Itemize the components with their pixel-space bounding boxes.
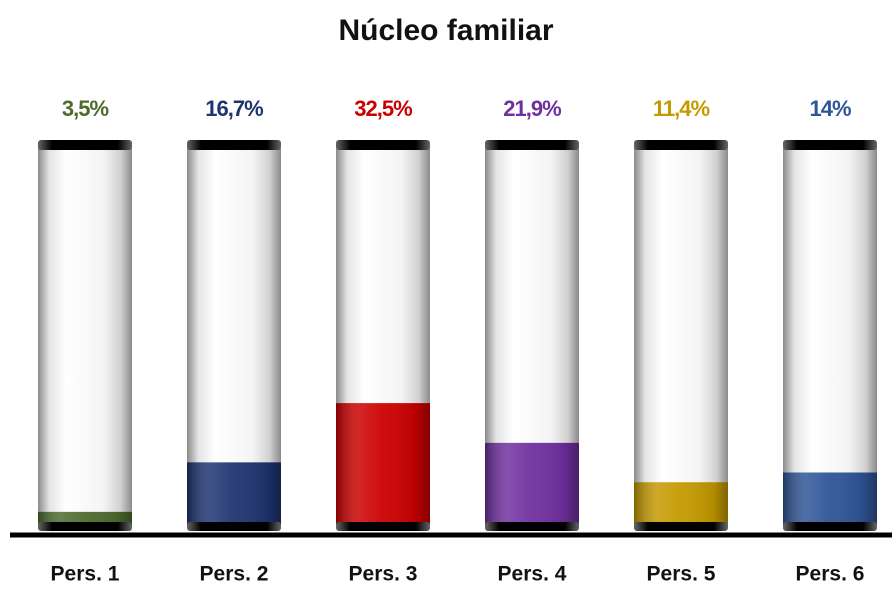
tube-cap-top bbox=[634, 140, 728, 150]
value-label: 3,5% bbox=[62, 96, 109, 121]
tube-cap-top bbox=[485, 140, 579, 150]
value-label: 21,9% bbox=[503, 96, 561, 121]
bar-gloss bbox=[38, 511, 132, 525]
tube-cap-bottom bbox=[783, 522, 877, 531]
tube bbox=[38, 142, 132, 525]
x-tick-label: Pers. 1 bbox=[51, 563, 120, 586]
tube bbox=[187, 142, 281, 525]
value-label: 14% bbox=[809, 96, 850, 121]
bar-gloss bbox=[783, 472, 877, 525]
tube-cap-bottom bbox=[634, 522, 728, 531]
x-tick-label: Pers. 6 bbox=[796, 563, 865, 586]
value-label: 11,4% bbox=[653, 96, 710, 121]
x-tick-label: Pers. 3 bbox=[349, 563, 418, 586]
value-label: 16,7% bbox=[205, 96, 263, 121]
tube-cap-bottom bbox=[336, 522, 430, 531]
tube-cap-top bbox=[783, 140, 877, 150]
tube-cap-top bbox=[38, 140, 132, 150]
bar-gloss bbox=[634, 482, 728, 525]
x-tick-label: Pers. 4 bbox=[498, 563, 567, 586]
value-label: 32,5% bbox=[354, 96, 412, 121]
x-tick-label: Pers. 2 bbox=[200, 563, 269, 586]
bar-gloss bbox=[336, 403, 430, 525]
tube-cap-bottom bbox=[187, 522, 281, 531]
tube-cap-top bbox=[336, 140, 430, 150]
tube-cap-bottom bbox=[485, 522, 579, 531]
chart-title: Núcleo familiar bbox=[338, 14, 553, 47]
bar-gloss bbox=[485, 442, 579, 525]
tube bbox=[783, 142, 877, 525]
tube-cap-top bbox=[187, 140, 281, 150]
tube-cap-bottom bbox=[38, 522, 132, 531]
bar-gloss bbox=[187, 462, 281, 525]
tube bbox=[634, 142, 728, 525]
x-tick-label: Pers. 5 bbox=[647, 563, 716, 586]
